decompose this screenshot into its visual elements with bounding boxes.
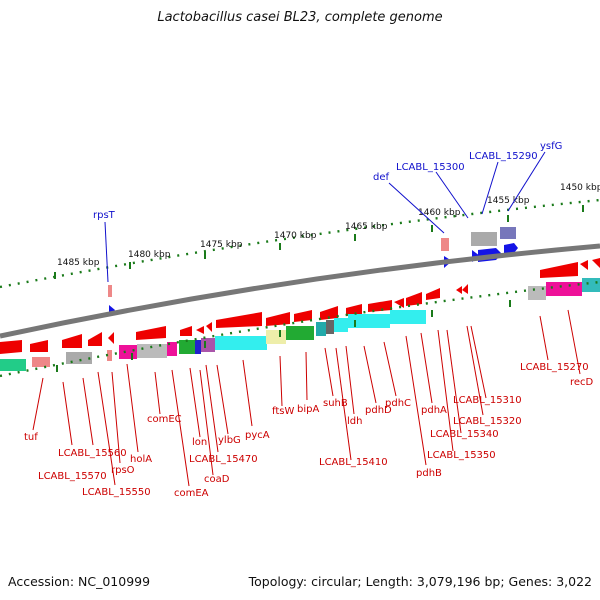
gene-label-bottom: comEC: [147, 414, 182, 425]
reverse-gene-track: [0, 258, 600, 354]
scale-label: 1465 kbp: [345, 222, 388, 232]
bottom-leader-lines: [32, 309, 581, 487]
gene-label-bottom: tuf: [24, 432, 38, 443]
gene-label-bottom: LCABL_15550: [82, 487, 151, 498]
gene-label-bottom: ftsW: [272, 406, 294, 417]
gene-label-bottom: pycA: [245, 430, 270, 441]
map-title: Lactobacillus casei BL23, complete genom…: [157, 10, 443, 25]
gene-label-bottom: recD: [570, 377, 594, 388]
gene-label-top: LCABL_15300: [396, 162, 465, 173]
gene-label-bottom: ylbG: [218, 435, 241, 446]
gene-label-top: LCABL_15290: [469, 151, 538, 162]
gene-label-bottom: LCABL_15310: [453, 395, 522, 406]
scale-label: 1460 kbp: [418, 208, 461, 218]
gene-label-top: ysfG: [540, 141, 562, 152]
gene-label-bottom: LCABL_15470: [189, 454, 258, 465]
gene-label-bottom: pdhD: [365, 405, 392, 416]
genome-summary-text: Topology: circular; Length: 3,079,196 bp…: [248, 574, 592, 589]
gene-label-bottom: bipA: [297, 404, 319, 415]
top-leader-lines: [104, 151, 546, 283]
gene-label-bottom: comEA: [174, 488, 209, 499]
gene-label-bottom: LCABL_15570: [38, 471, 107, 482]
gene-label-bottom: ldh: [347, 416, 362, 427]
gene-label-bottom: LCABL_15350: [427, 450, 496, 461]
gene-label-bottom: rpsO: [111, 465, 135, 476]
accession-text: Accession: NC_010999: [8, 574, 151, 589]
gene-label-bottom: lon: [192, 437, 207, 448]
gene-label-bottom: LCABL_15410: [319, 457, 388, 468]
scale-major-ticks-lower: [56, 300, 511, 372]
gene-label-bottom: coaD: [204, 474, 230, 485]
scale-label: 1475 kbp: [200, 240, 243, 250]
gene-label-bottom: LCABL_15320: [453, 416, 522, 427]
gene-label-bottom: suhB: [323, 398, 348, 409]
scale-label: 1455 kbp: [487, 196, 530, 206]
scale-major-ticks-upper: [54, 205, 584, 279]
genome-backbone: [0, 243, 600, 339]
gene-label-bottom: LCABL_15560: [58, 448, 127, 459]
gene-label-bottom: pdhC: [385, 398, 411, 409]
scale-label: 1450 kbp: [560, 183, 600, 193]
gene-label-top: def: [373, 172, 390, 183]
scale-label: 1480 kbp: [128, 250, 171, 260]
gene-label-bottom: LCABL_15270: [520, 362, 589, 373]
gene-label-bottom: LCABL_15340: [430, 429, 499, 440]
scale-track-lower: [0, 280, 600, 378]
feature-band: [0, 278, 600, 371]
scale-label: 1470 kbp: [274, 231, 317, 241]
bottom-labels: tuf LCABL_15560 LCABL_15570 LCABL_15550 …: [24, 362, 594, 499]
scale-track-upper: [0, 198, 600, 289]
gene-label-top: rpsT: [93, 210, 116, 221]
gene-label-bottom: pdhA: [421, 405, 447, 416]
gene-label-bottom: pdhB: [416, 468, 442, 479]
gene-label-bottom: holA: [130, 454, 152, 465]
scale-label: 1485 kbp: [57, 258, 100, 268]
